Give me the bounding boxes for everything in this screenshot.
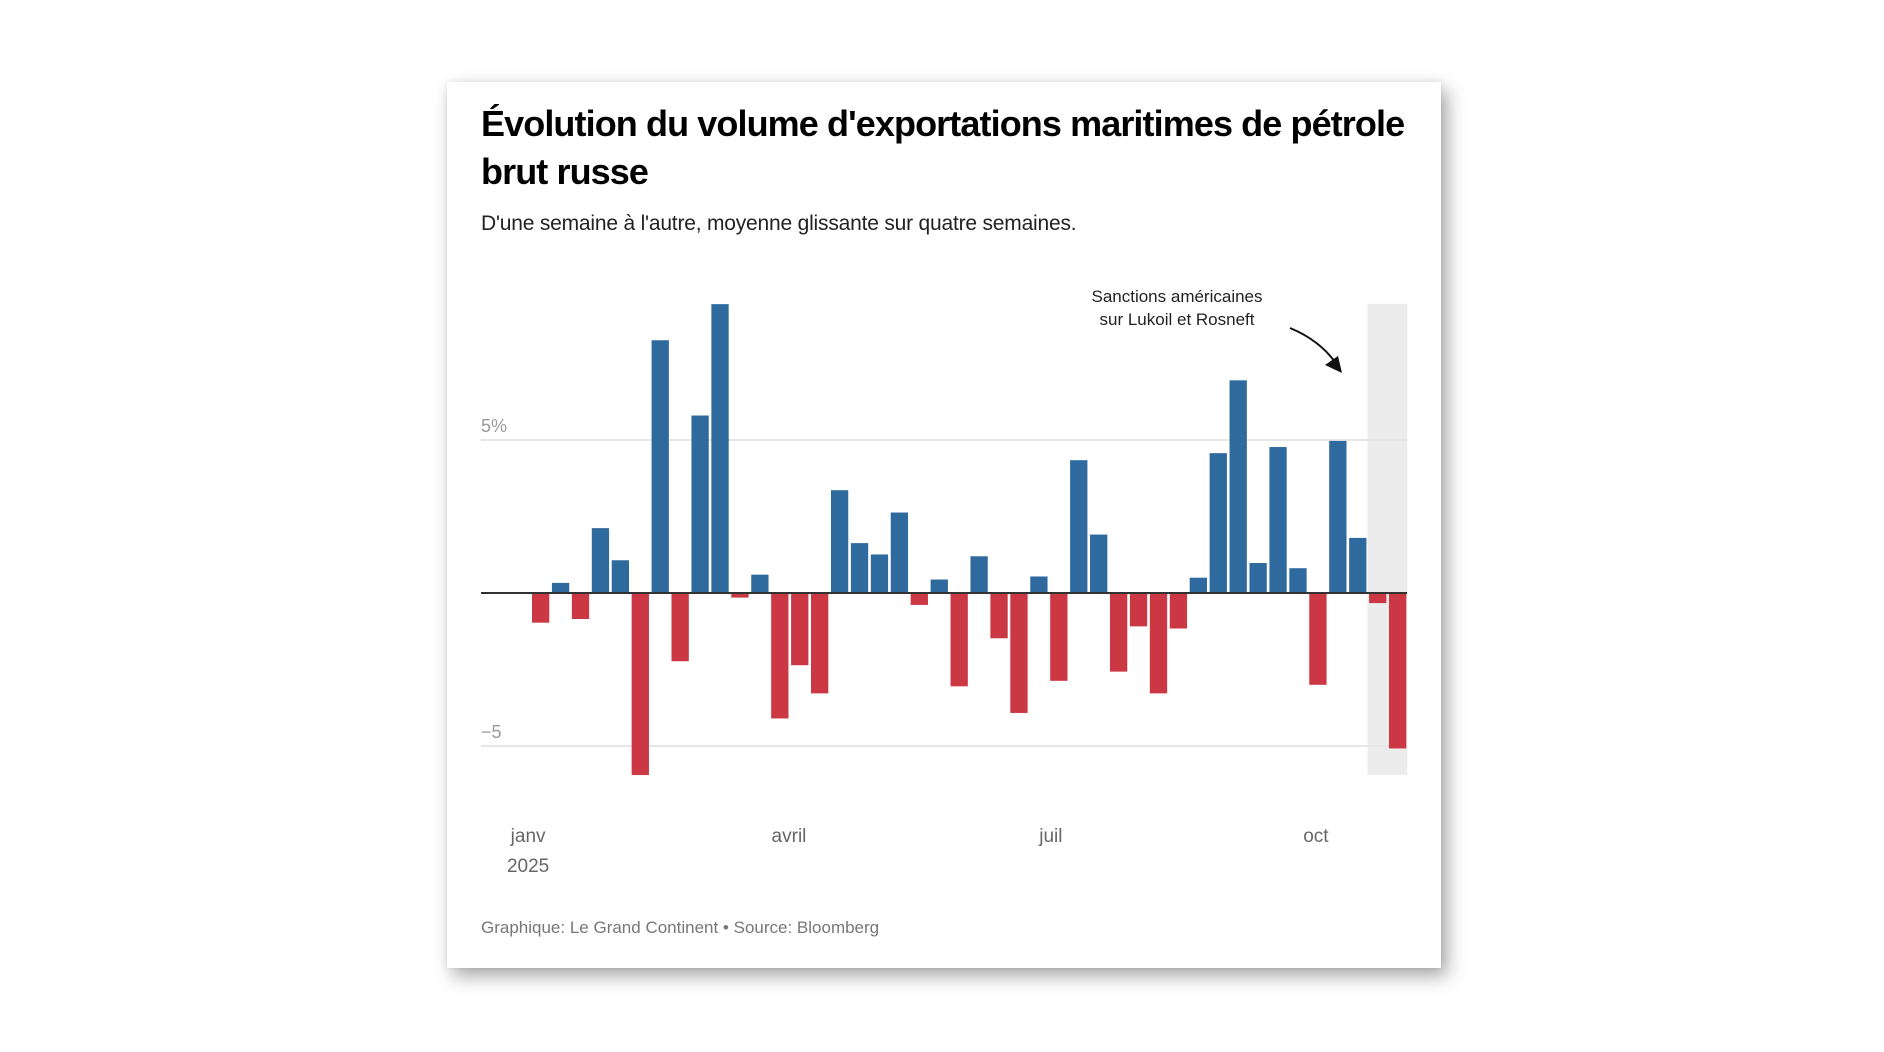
bar-week-34	[1189, 577, 1207, 593]
bars-group	[532, 304, 1407, 776]
bar-week-31	[1129, 593, 1148, 627]
bar-week-39	[1289, 568, 1307, 593]
bar-week-25	[1010, 593, 1028, 713]
bar-week-19	[890, 512, 909, 593]
bar-week-42	[1349, 537, 1367, 593]
bar-week-13	[771, 593, 789, 719]
y-tick-label-5: 5%	[481, 416, 507, 436]
bar-week-9	[691, 415, 709, 593]
bar-week-2	[551, 582, 570, 593]
bar-chart: 5% −5 janv 2025 avril juil oct Sanctions…	[481, 287, 1408, 877]
bar-week-35	[1209, 453, 1227, 593]
x-tick-label-avril: avril	[772, 826, 807, 847]
x-tick-label-janv: janv	[510, 826, 546, 847]
chart-card: Évolution du volume d'exportations marit…	[447, 82, 1441, 968]
annotation-line-2: sur Lukoil et Rosneft	[1100, 310, 1255, 329]
bar-week-33	[1169, 593, 1188, 629]
bar-week-6	[631, 593, 649, 776]
bar-week-29	[1090, 534, 1108, 593]
bar-week-12	[751, 574, 769, 593]
bar-week-3	[571, 593, 590, 620]
bar-week-23	[970, 556, 988, 593]
bar-week-43	[1369, 593, 1387, 604]
source-credit: Graphique: Le Grand Continent • Source: …	[481, 918, 880, 937]
annotation-line-1: Sanctions américaines	[1091, 287, 1262, 306]
bar-week-1	[532, 593, 550, 623]
bar-week-21	[930, 579, 948, 593]
bar-week-16	[830, 490, 849, 593]
bar-week-30	[1109, 593, 1128, 672]
chart-subtitle: D'une semaine à l'autre, moyenne glissan…	[481, 212, 1077, 235]
x-tick-label-oct: oct	[1303, 826, 1329, 847]
bar-week-28	[1070, 460, 1088, 593]
bar-week-32	[1149, 593, 1168, 694]
bar-week-14	[791, 593, 809, 666]
bar-week-44	[1388, 593, 1407, 749]
bar-week-40	[1309, 593, 1327, 685]
bar-week-27	[1050, 593, 1068, 681]
sanctions-annotation: Sanctions américaines sur Lukoil et Rosn…	[1091, 287, 1342, 373]
bar-week-17	[850, 543, 869, 593]
x-tick-label-juil: juil	[1038, 826, 1062, 847]
bar-week-26	[1030, 576, 1048, 593]
bar-week-22	[950, 593, 968, 687]
bar-week-41	[1329, 440, 1347, 593]
bar-week-4	[591, 528, 610, 593]
arrow-head-icon	[1325, 356, 1342, 373]
chart-title: Évolution du volume d'exportations marit…	[481, 103, 1405, 192]
bar-week-36	[1229, 380, 1247, 593]
bar-week-11	[731, 593, 749, 598]
bar-week-38	[1269, 447, 1287, 593]
bar-week-7	[651, 340, 669, 593]
y-tick-label-minus-5: −5	[481, 722, 502, 742]
bar-week-20	[910, 593, 928, 605]
bar-week-18	[870, 554, 889, 593]
annotation-arrow-icon	[1289, 327, 1336, 363]
x-tick-sublabel-2025: 2025	[507, 856, 549, 877]
bar-week-5	[611, 560, 630, 593]
bar-week-37	[1249, 563, 1267, 593]
bar-week-8	[671, 593, 689, 662]
bar-week-10	[711, 304, 729, 593]
bar-week-24	[990, 593, 1008, 639]
bar-week-15	[811, 593, 829, 694]
